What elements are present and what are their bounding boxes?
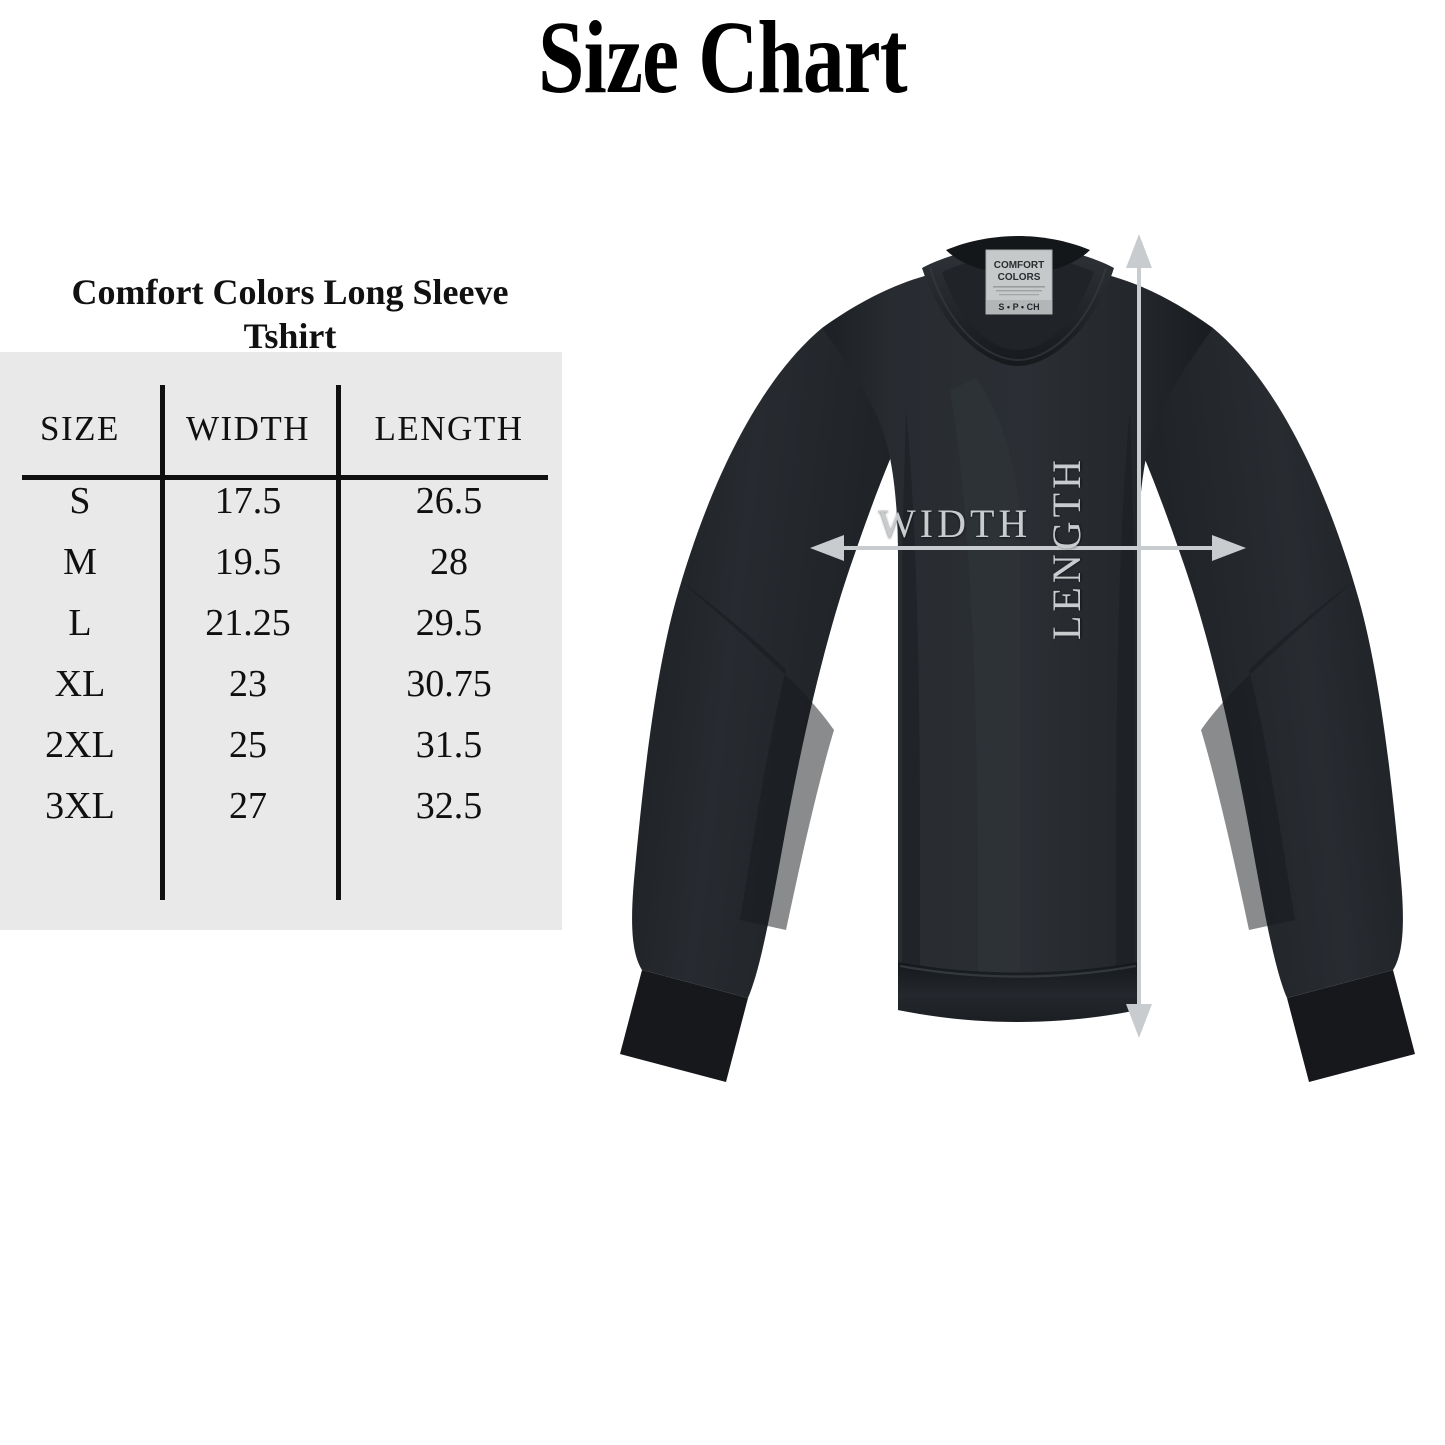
size-table: SIZE WIDTH LENGTH S 17.5 26.5 M 19.5 28 [0,352,562,930]
table-row: XL 23 30.75 [0,653,562,714]
cell-width: 19.5 [214,540,282,583]
width-arrow [810,535,1246,561]
table-row: M 19.5 28 [0,531,562,592]
cell-length: 30.75 [406,662,492,705]
cell-size: 2XL [45,723,115,766]
cell-length: 29.5 [415,601,483,644]
header-underline [22,475,548,480]
column-divider-2 [336,385,341,900]
cell-size: S [69,479,91,522]
right-sleeve-shadow [1201,582,1353,930]
hem-seam [899,964,1137,978]
cell-size: M [63,540,97,583]
cell-width: 17.5 [214,479,282,522]
right-cuff [1287,970,1415,1082]
table-row: 2XL 25 31.5 [0,714,562,775]
cell-size: L [68,601,92,644]
collar-rib [929,267,1107,362]
width-arrow-head-right [1212,535,1246,561]
width-arrow-head-left [810,535,844,561]
size-table-grid: SIZE WIDTH LENGTH S 17.5 26.5 M 19.5 28 [0,352,562,836]
body-fold-right [1116,410,1134,1000]
length-measurement-label: LENGTH [1044,456,1089,640]
neck-label-sizes: S • P • CH [998,302,1039,312]
neck-label-group: COMFORT COLORS S • P • CH [985,249,1053,315]
table-row: S 17.5 26.5 [0,470,562,531]
width-measurement-label: WIDTH [878,501,1032,546]
cell-width: 23 [229,662,267,705]
cell-length: 28 [430,540,468,583]
long-sleeve-shirt-svg: COMFORT COLORS S • P • CH [620,234,1415,1082]
table-row: 3XL 27 32.5 [0,775,562,836]
length-arrow-head-bottom [1126,1004,1152,1038]
length-arrow-head-top [1126,234,1152,268]
column-header-size: SIZE [40,409,120,448]
table-background-panel [0,352,562,930]
cell-size: XL [54,662,106,705]
cell-size: 3XL [45,784,115,827]
cell-width: 27 [229,784,267,827]
body-fold-left [902,410,920,1000]
table-header-row: SIZE WIDTH LENGTH [0,352,562,470]
neck-label-brand-2: COLORS [998,272,1041,283]
garment-illustration: COMFORT COLORS S • P • CH [590,210,1445,1090]
cell-length: 32.5 [415,784,483,827]
size-table-block: Comfort Colors Long Sleeve Tshirt SIZE W… [0,270,580,940]
cell-width: 21.25 [205,601,291,644]
shirt-body [822,266,1213,1021]
column-divider-1 [160,385,165,900]
cell-length: 26.5 [415,479,483,522]
left-sleeve-shadow [682,582,834,930]
cell-length: 31.5 [415,723,483,766]
size-table-caption: Comfort Colors Long Sleeve Tshirt [71,272,509,356]
left-cuff [620,970,748,1082]
neck-label-brand-1: COMFORT [994,260,1045,271]
shirt-hem [898,962,1138,1022]
length-arrow [1126,234,1152,1038]
column-header-width: WIDTH [185,409,311,448]
page-title: Size Chart [538,0,907,115]
column-header-length: LENGTH [374,409,524,448]
table-row: L 21.25 29.5 [0,592,562,653]
cell-width: 25 [229,723,267,766]
body-highlight [950,378,1020,1008]
